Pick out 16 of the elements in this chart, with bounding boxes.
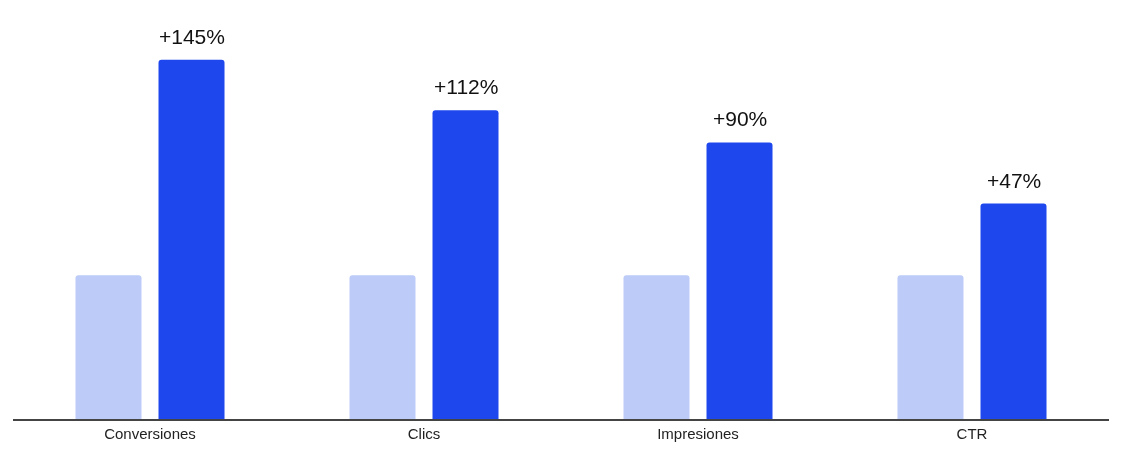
x-tick-label: Impresiones xyxy=(657,424,739,442)
bar xyxy=(706,142,773,419)
bar xyxy=(349,275,416,419)
text: +145% xyxy=(159,25,225,48)
x-tick-label: Clics xyxy=(407,424,441,442)
x-tick-label: CTR xyxy=(956,424,988,442)
bar xyxy=(432,110,499,419)
annotation: +112% xyxy=(434,75,499,98)
annotation: +47% xyxy=(987,169,1042,192)
bar xyxy=(623,275,690,419)
bar xyxy=(75,275,142,419)
x-tick-label: Conversiones xyxy=(104,424,196,442)
bar xyxy=(158,59,225,419)
bar xyxy=(897,275,964,419)
annotation: +90% xyxy=(713,107,768,130)
bar xyxy=(980,203,1047,419)
